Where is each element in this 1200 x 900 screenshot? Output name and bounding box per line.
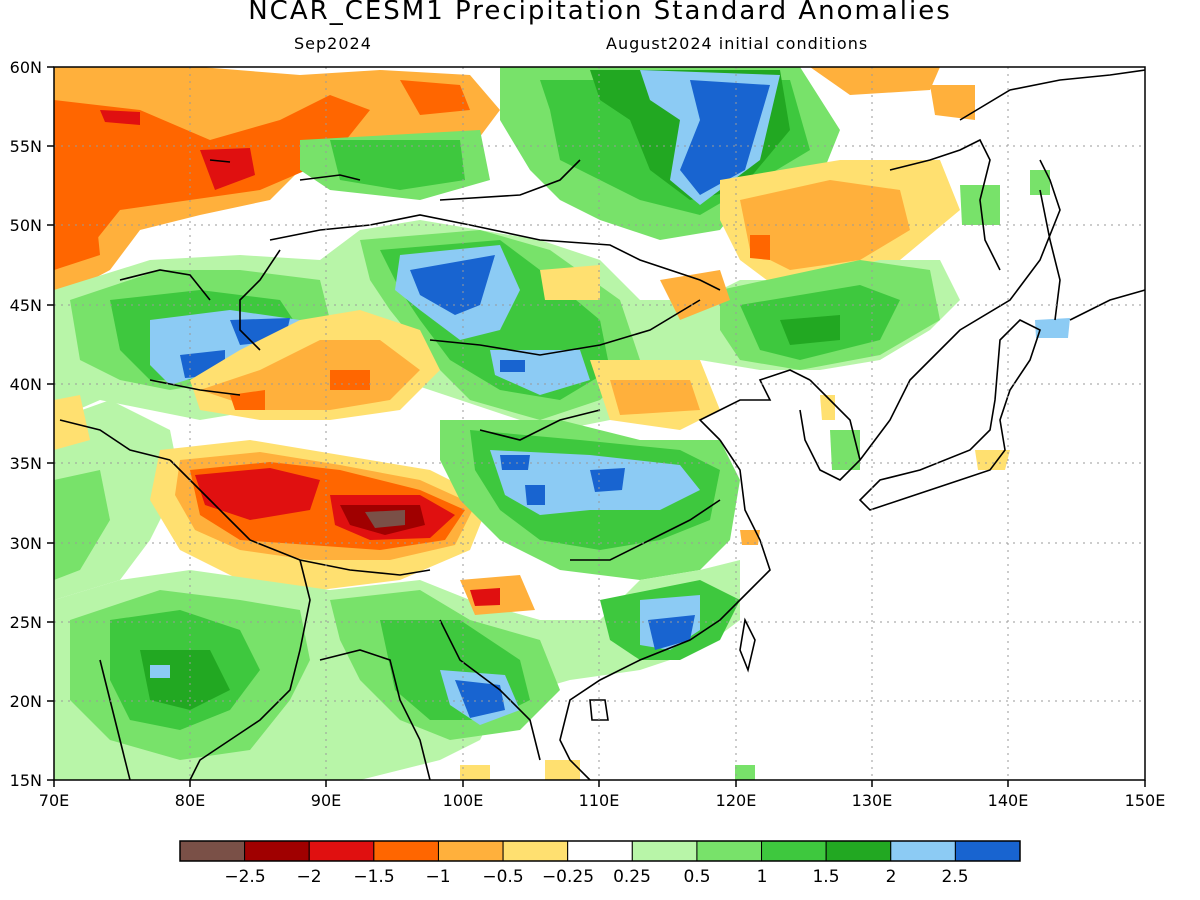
colorbar-label: −1.5 bbox=[353, 867, 394, 887]
colorbar-label: 1 bbox=[757, 867, 768, 887]
colorbar-swatch bbox=[502, 840, 569, 862]
colorbar-swatch bbox=[567, 840, 633, 862]
colorbar-label: 2 bbox=[886, 867, 897, 887]
lon-label: 100E bbox=[443, 791, 484, 810]
lon-label: 150E bbox=[1125, 791, 1166, 810]
colorbar-label: −0.25 bbox=[542, 867, 594, 887]
coastlines-and-borders bbox=[59, 69, 1145, 780]
lon-label: 140E bbox=[988, 791, 1029, 810]
lat-label: 30N bbox=[10, 534, 42, 553]
lon-label: 80E bbox=[175, 791, 205, 810]
lat-label: 35N bbox=[10, 454, 42, 473]
lon-label: 70E bbox=[39, 791, 69, 810]
colorbar-label: −2 bbox=[296, 867, 321, 887]
lat-label: 55N bbox=[10, 137, 42, 156]
colorbar-swatch bbox=[373, 840, 439, 862]
colorbar-label: −1 bbox=[425, 867, 450, 887]
lat-label: 25N bbox=[10, 613, 42, 632]
colorbar-swatch bbox=[437, 840, 504, 862]
colorbar-labels: −2.5 −2 −1.5 −1 −0.5 −0.25 0.25 0.5 1 1.… bbox=[224, 867, 968, 887]
colorbar-label: 0.25 bbox=[613, 867, 651, 887]
colorbar-swatch bbox=[954, 840, 1021, 862]
colorbar-swatch bbox=[244, 840, 310, 862]
colorbar-label: 0.5 bbox=[683, 867, 710, 887]
colorbar-swatch bbox=[179, 840, 246, 862]
map-title: NCAR_CESM1 Precipitation Standard Anomal… bbox=[248, 0, 952, 26]
lon-label: 130E bbox=[852, 791, 893, 810]
axis-ticks bbox=[47, 66, 1146, 787]
colorbar-swatch bbox=[761, 840, 827, 862]
lat-label: 20N bbox=[10, 692, 42, 711]
anomaly-field bbox=[54, 67, 1145, 780]
colorbar: −2.5 −2 −1.5 −1 −0.5 −0.25 0.25 0.5 1 1.… bbox=[179, 840, 1021, 887]
colorbar-label: 1.5 bbox=[812, 867, 839, 887]
lat-label: 50N bbox=[10, 216, 42, 235]
colorbar-label: 2.5 bbox=[941, 867, 968, 887]
lat-label: 15N bbox=[10, 771, 42, 790]
colorbar-swatch bbox=[696, 840, 763, 862]
lon-label: 120E bbox=[716, 791, 757, 810]
forecast-month: Sep2024 bbox=[294, 34, 372, 53]
lat-label: 45N bbox=[10, 296, 42, 315]
colorbar-swatch bbox=[825, 840, 892, 862]
lat-label: 60N bbox=[10, 58, 42, 77]
initial-conditions: August2024 initial conditions bbox=[606, 34, 869, 53]
lon-label: 110E bbox=[579, 791, 620, 810]
lon-label: 90E bbox=[311, 791, 341, 810]
colorbar-swatch bbox=[308, 840, 375, 862]
colorbar-label: −0.5 bbox=[482, 867, 523, 887]
colorbar-label: −2.5 bbox=[224, 867, 265, 887]
colorbar-swatch bbox=[890, 840, 956, 862]
lat-label: 40N bbox=[10, 375, 42, 394]
colorbar-frame bbox=[179, 840, 1021, 862]
longitude-labels: 70E 80E 90E 100E 110E 120E 130E 140E 150… bbox=[39, 791, 1166, 810]
latitude-labels: 15N 20N 25N 30N 35N 40N 45N 50N 55N 60N bbox=[10, 58, 42, 790]
colorbar-swatch bbox=[631, 840, 698, 862]
